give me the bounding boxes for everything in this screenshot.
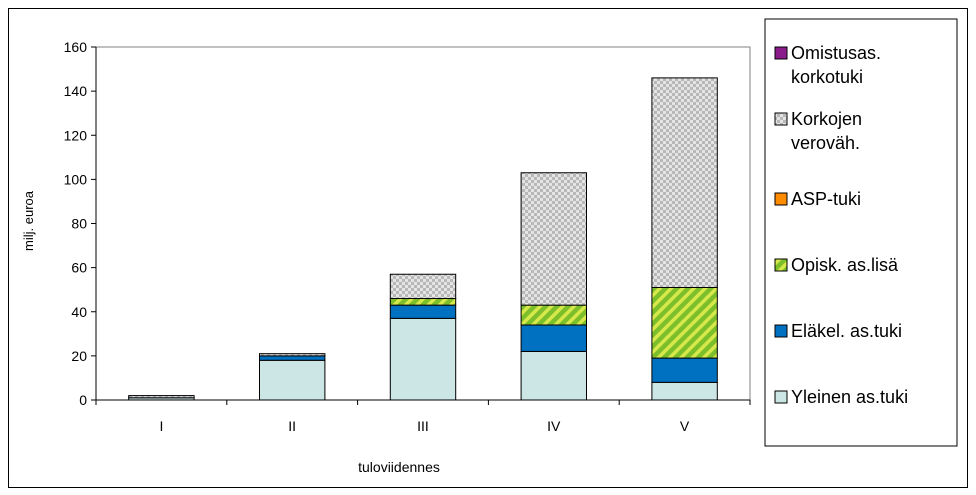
chart-frame: 0 20 40 60 80 100 120 140 160 I II III IV V milj. eu… [8, 8, 968, 488]
bar-segment [389, 317, 457, 401]
bar-segment [389, 273, 457, 300]
bar-segment [389, 304, 457, 319]
y-tick-label: 20 [71, 348, 87, 364]
legend-swatch [774, 258, 788, 272]
y-tick-label: 60 [71, 260, 87, 276]
legend-swatch [774, 46, 788, 60]
y-tick-label: 160 [64, 39, 88, 55]
y-tick-label: 120 [64, 127, 88, 143]
legend-label: ASP-tuki [791, 189, 861, 209]
bar-segment [651, 286, 718, 359]
bar-segment [389, 298, 457, 306]
bar-segment [128, 395, 195, 399]
x-tick-label: IV [547, 418, 561, 434]
legend: Omistusas. korkotuki Korkojen veroväh. ASP-t… [764, 18, 958, 447]
y-tick-label: 80 [71, 216, 87, 232]
bar-segment [259, 355, 326, 361]
bar-segment [520, 304, 587, 326]
y-tick-label: 100 [64, 171, 88, 187]
legend-label: Yleinen as.tuki [791, 387, 908, 407]
legend-swatch [774, 112, 788, 126]
bar-segment [520, 172, 587, 306]
bar-segment [520, 350, 587, 401]
bar-segment [520, 324, 587, 352]
legend-swatch [774, 390, 788, 404]
bar-segment [259, 359, 326, 401]
legend-label: korkotuki [791, 67, 863, 87]
legend-box [764, 18, 958, 447]
y-axis: 0 20 40 60 80 100 120 140 160 [64, 39, 97, 408]
legend-label: Omistusas. [791, 43, 881, 63]
legend-label: Korkojen [791, 109, 862, 129]
x-tick-label: V [680, 418, 690, 434]
bar-segment [651, 77, 718, 288]
legend-label: Eläkel. as.tuki [791, 321, 902, 341]
x-tick-label: II [288, 418, 296, 434]
x-tick-label: III [417, 418, 429, 434]
legend-label: Opisk. as.lisä [791, 255, 899, 275]
legend-swatch [774, 192, 788, 206]
x-axis-label: tuloviidennes [358, 459, 440, 475]
legend-swatch [774, 324, 788, 338]
bar-segment [651, 357, 718, 383]
y-tick-label: 40 [71, 304, 87, 320]
y-tick-label: 140 [64, 83, 88, 99]
legend-label: veroväh. [791, 133, 860, 153]
bars [128, 77, 718, 401]
x-axis: I II III IV V [95, 399, 751, 434]
bar-segment [651, 381, 718, 401]
y-axis-label: milj. euroa [21, 190, 36, 251]
bar-segment [259, 353, 326, 357]
y-tick-label: 0 [79, 392, 87, 408]
x-tick-label: I [159, 418, 163, 434]
